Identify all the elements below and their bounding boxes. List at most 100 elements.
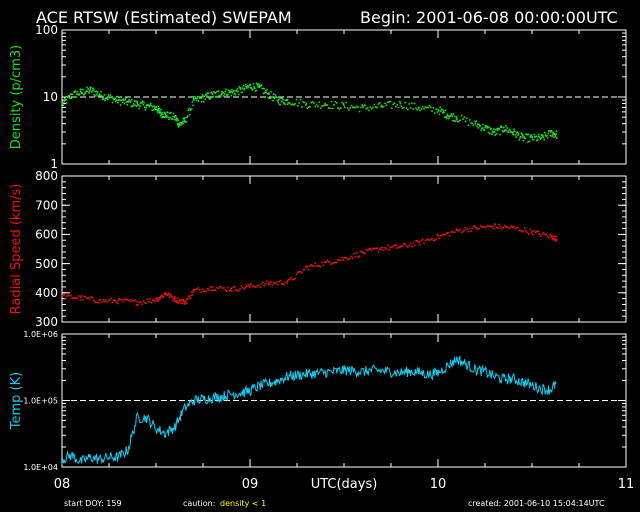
data-point-speed (92, 299, 95, 302)
data-point-density (84, 91, 87, 94)
data-point-speed (168, 292, 170, 295)
data-point-density (238, 85, 241, 88)
ytick-label-speed: 700 (35, 198, 58, 212)
data-point-speed (244, 286, 247, 289)
data-point-density (515, 132, 518, 134)
data-point-speed (440, 234, 443, 237)
data-point-speed (385, 248, 388, 250)
data-point-density (470, 122, 472, 124)
data-point-density (292, 104, 295, 106)
data-point-density (86, 90, 89, 93)
data-point-density (171, 118, 174, 120)
data-point-speed (135, 304, 138, 306)
data-point-density (408, 103, 411, 105)
data-point-speed (156, 297, 159, 299)
data-point-speed (463, 229, 466, 232)
data-point-speed (362, 252, 365, 254)
data-point-density (500, 125, 503, 127)
data-point-density (174, 115, 176, 117)
data-point-density (358, 110, 361, 113)
data-point-density (528, 140, 531, 142)
data-point-speed (338, 259, 341, 262)
data-point-speed (256, 284, 259, 287)
data-point-speed (534, 231, 537, 233)
data-point-density (119, 99, 121, 101)
data-point-density (462, 118, 464, 120)
data-point-speed (169, 294, 172, 297)
data-point-density (368, 109, 370, 112)
data-point-density (78, 93, 81, 95)
data-point-density (235, 90, 238, 92)
data-point-speed (133, 299, 135, 302)
data-point-density (82, 88, 84, 91)
data-point-density (277, 101, 280, 104)
data-point-speed (221, 287, 224, 290)
data-point-speed (158, 298, 160, 301)
data-point-density (182, 122, 184, 125)
data-point-density (445, 116, 447, 118)
data-point-speed (493, 224, 496, 227)
data-point-density (370, 107, 373, 110)
data-point-density (173, 118, 176, 121)
data-point-density (521, 136, 524, 139)
data-point-speed (537, 230, 539, 233)
data-point-speed (122, 300, 125, 303)
data-point-speed (428, 239, 431, 242)
data-point-speed (391, 246, 393, 248)
data-point-speed (182, 299, 185, 301)
data-point-density (372, 106, 374, 109)
data-point-density (193, 98, 196, 100)
data-point-density (158, 111, 161, 113)
data-point-speed (274, 282, 276, 285)
data-point-density (225, 94, 228, 96)
data-point-density (442, 110, 445, 112)
data-point-density (484, 126, 486, 129)
data-point-speed (292, 278, 295, 281)
data-point-density (324, 102, 326, 105)
data-point-speed (358, 255, 361, 258)
data-point-density (83, 93, 86, 96)
data-point-density (521, 134, 524, 137)
data-point-density (364, 104, 366, 106)
data-point-speed (476, 228, 479, 230)
data-point-density (123, 99, 125, 102)
data-point-speed (276, 283, 279, 286)
data-point-density (123, 102, 126, 105)
data-point-density (103, 94, 106, 96)
data-point-density (291, 103, 294, 105)
data-point-speed (240, 284, 243, 287)
data-point-speed (90, 296, 92, 298)
data-point-density (536, 138, 539, 141)
data-point-speed (419, 243, 421, 246)
data-point-density (287, 101, 290, 104)
data-point-density (552, 133, 555, 135)
data-point-speed (70, 294, 72, 297)
data-point-speed (211, 286, 214, 288)
data-point-speed (411, 245, 413, 248)
data-point-speed (205, 290, 208, 292)
data-point-density (420, 108, 423, 110)
data-point-speed (357, 256, 360, 258)
data-point-density (389, 100, 392, 103)
xtick-label: 09 (242, 477, 259, 492)
data-point-density (166, 114, 168, 117)
data-point-speed (136, 300, 138, 303)
data-point-speed (103, 300, 106, 303)
data-point-speed (499, 225, 502, 228)
data-point-speed (127, 299, 130, 302)
data-point-speed (258, 284, 260, 287)
data-point-speed (176, 297, 179, 299)
data-point-density (161, 113, 164, 116)
data-point-density (369, 106, 372, 108)
data-point-speed (551, 235, 554, 237)
data-point-density (271, 96, 274, 98)
data-point-density (311, 100, 314, 103)
data-point-speed (348, 258, 350, 261)
data-point-density (107, 94, 110, 96)
data-point-speed (526, 231, 529, 234)
data-point-speed (212, 289, 214, 292)
data-point-density (61, 102, 63, 105)
data-point-speed (381, 246, 384, 249)
data-point-density (492, 131, 494, 134)
data-point-speed (349, 257, 351, 259)
